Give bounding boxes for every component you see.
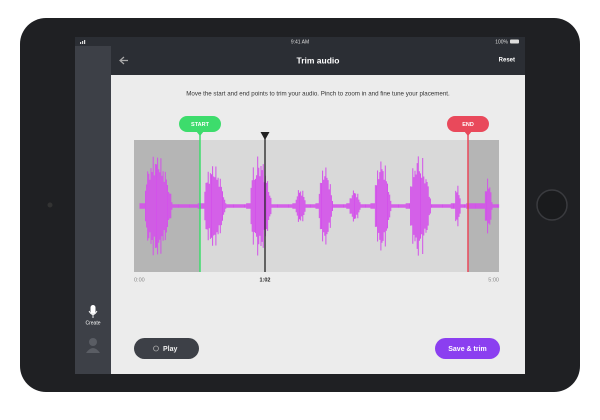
reset-button[interactable]: Reset — [499, 58, 515, 64]
play-label: Play — [163, 346, 178, 353]
end-handle-tip — [464, 131, 472, 136]
mic-icon — [90, 305, 96, 314]
create-tab[interactable]: Create — [85, 305, 101, 326]
play-button[interactable] — [134, 338, 199, 359]
profile-tab[interactable] — [86, 338, 100, 353]
instructions: Move the start and end points to trim yo… — [186, 91, 450, 98]
end-label: END — [462, 122, 474, 128]
playhead-handle[interactable] — [260, 132, 270, 140]
home-button[interactable] — [536, 189, 568, 221]
mic-stand — [88, 310, 98, 318]
play-icon — [153, 345, 159, 352]
start-handle[interactable] — [179, 116, 221, 132]
back-button[interactable] — [119, 56, 128, 65]
camera — [47, 202, 53, 208]
sidebar — [75, 46, 111, 374]
time-end: 5:00 — [488, 277, 499, 283]
create-label: Create — [85, 320, 100, 326]
top-bar — [75, 37, 525, 75]
save-button[interactable] — [435, 338, 500, 359]
status-time: 9:41 AM — [291, 39, 309, 45]
status-battery: 100% — [495, 39, 508, 45]
save-label: Save & trim — [448, 346, 487, 353]
start-handle-tip — [196, 131, 204, 136]
time-start: 0:00 — [134, 277, 145, 283]
start-label: START — [191, 122, 210, 128]
end-handle[interactable] — [447, 116, 489, 132]
waveform — [139, 156, 500, 256]
time-playhead: 1:02 — [259, 277, 270, 283]
header-title: Trim audio — [297, 55, 340, 65]
battery-icon — [510, 39, 519, 44]
signal-icon — [80, 40, 86, 44]
